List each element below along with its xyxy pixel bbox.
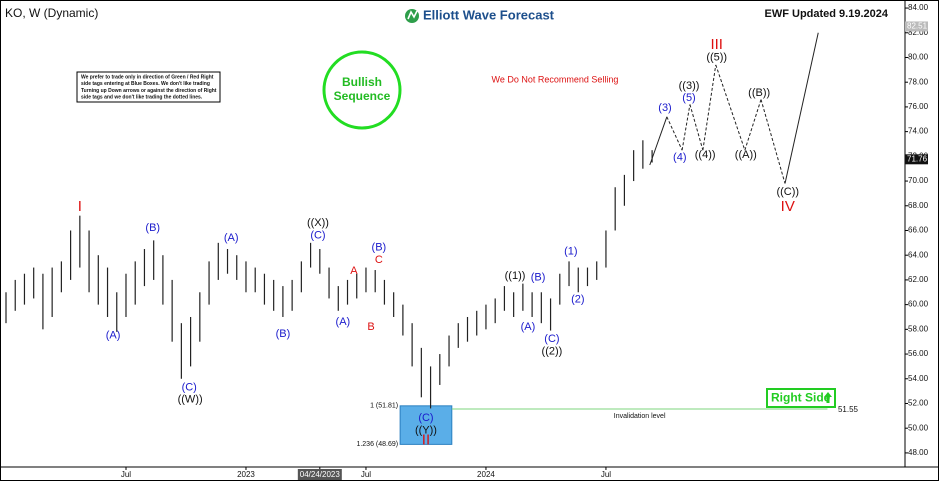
price-tag-label: 82.51 — [907, 22, 928, 31]
wave-label: (B) — [372, 242, 387, 254]
x-tick-label: 04/24/2023 — [300, 470, 341, 479]
wave-label: (B) — [145, 222, 160, 234]
wave-label: (3) — [658, 102, 671, 114]
updated-label: EWF Updated 9.19.2024 — [765, 8, 889, 20]
wave-label: (A) — [224, 232, 239, 244]
wave-label: (1) — [564, 245, 577, 257]
wave-label: IV — [781, 198, 795, 215]
projection-segment — [702, 64, 717, 151]
wave-label: ((1)) — [505, 270, 526, 282]
y-tick-label: 58.00 — [908, 324, 929, 333]
wave-label: ((W)) — [178, 394, 203, 406]
projection-segment — [784, 32, 819, 184]
note-box — [76, 71, 221, 103]
wave-label: (A) — [336, 316, 351, 328]
x-tick-label: 2024 — [477, 470, 495, 479]
x-tick-highlight — [297, 469, 342, 480]
wave-label: ((A)) — [735, 149, 757, 161]
badge-line: Bullish — [342, 75, 382, 89]
warning: We Do Not Recommend Selling — [492, 74, 619, 84]
y-tick-label: 70.00 — [908, 176, 929, 185]
wave-label: ((2)) — [542, 345, 563, 357]
note-line: Turning up Down arrows or against the di… — [81, 88, 217, 94]
wave-label: ((3)) — [679, 80, 700, 92]
projection-segment — [760, 99, 786, 184]
x-tick-label: 2023 — [237, 470, 255, 479]
y-tick-label: 56.00 — [908, 349, 929, 358]
projection-segment — [744, 99, 762, 151]
y-tick-label: 80.00 — [908, 53, 929, 62]
wave-label: (2) — [571, 294, 584, 306]
right-side-label: Right Side — [771, 391, 831, 405]
fib-box — [399, 405, 453, 445]
x-tick-label: Jul — [361, 470, 371, 479]
wave-label: A — [350, 265, 358, 277]
y-tick-label: 68.00 — [908, 201, 929, 210]
projection-segment — [649, 116, 668, 166]
y-tick-label: 74.00 — [908, 127, 929, 136]
wave-label: ((4)) — [695, 149, 716, 161]
brand-logo — [405, 9, 419, 23]
price-tag — [905, 21, 928, 32]
wave-label: (C) — [418, 412, 433, 424]
y-tick-label: 62.00 — [908, 275, 929, 284]
y-tick-label: 50.00 — [908, 423, 929, 432]
wave-label: ((B)) — [748, 87, 770, 99]
projection-segment — [681, 104, 691, 151]
note-line: We prefer to trade only in direction of … — [81, 74, 214, 80]
x-tick-label: Jul — [121, 470, 131, 479]
wave-label: II — [422, 432, 430, 449]
projection-segment — [715, 64, 746, 151]
invalidation-label: Invalidation level — [614, 413, 666, 420]
symbol-title: KO, W (Dynamic) — [5, 6, 98, 20]
wave-label: ((C)) — [776, 186, 799, 198]
invalidation-value: 51.55 — [838, 405, 859, 414]
wave-label: (C) — [310, 229, 325, 241]
wave-label: ((5)) — [706, 51, 727, 63]
wave-label: ((X)) — [307, 217, 329, 229]
up-arrow — [824, 392, 832, 403]
y-tick-label: 48.00 — [908, 448, 929, 457]
wave-label: (A) — [106, 329, 121, 341]
right-side-box — [766, 388, 836, 408]
y-tick-label: 78.00 — [908, 77, 929, 86]
y-tick-label: 54.00 — [908, 374, 929, 383]
wave-label: C — [375, 254, 383, 266]
y-tick-label: 82.00 — [908, 28, 929, 37]
projection-segment — [689, 104, 704, 151]
wave-label: (A) — [521, 321, 536, 333]
badge-line: Sequence — [334, 89, 391, 103]
y-tick-label: 52.00 — [908, 399, 929, 408]
wave-label: ((Y)) — [415, 425, 437, 437]
price-tag-label: 71.76 — [907, 154, 928, 163]
note-line: side tags and we don't like trading the … — [81, 95, 203, 101]
badge-circle — [322, 50, 402, 130]
wave-label: (B) — [276, 328, 291, 340]
wave-label: B — [367, 321, 374, 333]
x-tick-label: Jul — [601, 470, 611, 479]
fib-label: 1 (51.81) — [370, 403, 398, 410]
y-tick-label: 64.00 — [908, 250, 929, 259]
wave-label: (C) — [182, 381, 197, 393]
price-tag — [905, 154, 928, 165]
projection-segment — [666, 116, 683, 151]
brand-name: Elliott Wave Forecast — [423, 7, 555, 22]
y-tick-label: 60.00 — [908, 300, 929, 309]
wave-label: I — [78, 198, 82, 215]
wave-label: (5) — [682, 92, 695, 104]
fib-label: 1.236 (48.69) — [356, 441, 398, 448]
y-tick-label: 84.00 — [908, 3, 929, 12]
wave-label: (4) — [673, 151, 686, 163]
y-tick-label: 66.00 — [908, 226, 929, 235]
wave-label: (B) — [531, 271, 546, 283]
wave-label: III — [710, 36, 723, 53]
wave-label: (C) — [544, 333, 559, 345]
y-tick-label: 76.00 — [908, 102, 929, 111]
note-line: side tags entering at Blue Boxes. We don… — [81, 81, 210, 87]
